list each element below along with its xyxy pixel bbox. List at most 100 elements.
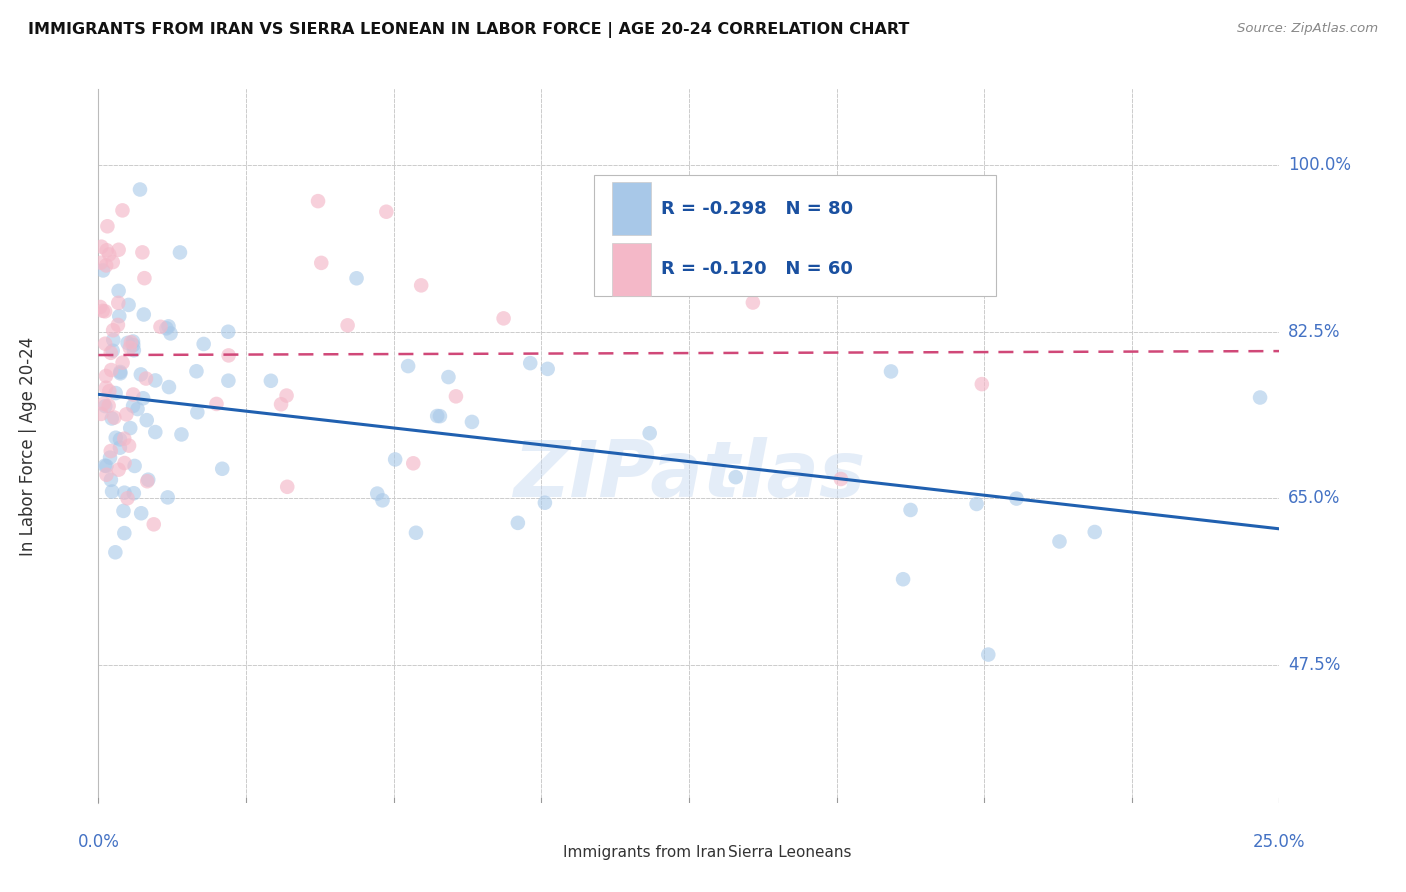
Point [104, 431, 127, 445]
Point [900, 503, 922, 517]
Point [132, 308, 155, 322]
Point [97, 399, 120, 413]
Point [96, 458, 118, 473]
Point [405, 525, 427, 540]
Point [103, 333, 125, 347]
Text: 25.0%: 25.0% [1253, 833, 1306, 851]
Text: IMMIGRANTS FROM IRAN VS SIERRA LEONEAN IN LABOR FORCE | AGE 20-24 CORRELATION CH: IMMIGRANTS FROM IRAN VS SIERRA LEONEAN I… [28, 22, 910, 38]
Point [127, 402, 149, 417]
Point [156, 491, 179, 505]
Point [90, 407, 112, 421]
Point [129, 182, 152, 196]
Point [90, 240, 112, 254]
Point [1005, 491, 1028, 506]
Point [94, 304, 117, 318]
Point [437, 370, 460, 384]
FancyBboxPatch shape [612, 182, 651, 235]
Point [519, 356, 541, 370]
Text: 100.0%: 100.0% [1288, 156, 1351, 174]
Text: 47.5%: 47.5% [1288, 656, 1340, 673]
Point [336, 318, 359, 333]
Point [741, 295, 763, 310]
Point [970, 377, 993, 392]
Point [142, 517, 165, 532]
Point [193, 337, 215, 351]
Point [110, 367, 132, 381]
Point [143, 425, 166, 439]
Text: In Labor Force | Age 20-24: In Labor Force | Age 20-24 [18, 336, 37, 556]
Point [100, 411, 122, 425]
Text: 0.0%: 0.0% [77, 833, 120, 851]
Point [101, 255, 124, 269]
Point [276, 480, 298, 494]
Point [260, 374, 283, 388]
Point [100, 363, 122, 377]
Point [136, 473, 159, 487]
Point [159, 326, 181, 341]
Point [270, 397, 292, 411]
Point [186, 405, 208, 419]
Point [186, 364, 208, 378]
Point [124, 458, 146, 473]
Point [104, 386, 127, 401]
Point [122, 343, 145, 358]
Point [100, 473, 122, 487]
Point [366, 486, 388, 500]
Point [122, 334, 145, 349]
Text: ZIPatlas: ZIPatlas [513, 436, 865, 513]
Point [91, 303, 114, 318]
Point [132, 391, 155, 405]
Point [117, 491, 139, 506]
Point [96, 219, 118, 234]
Point [103, 410, 125, 425]
Point [98, 247, 121, 261]
Point [402, 456, 425, 470]
Point [384, 452, 406, 467]
Point [101, 323, 124, 337]
Point [122, 486, 145, 500]
FancyBboxPatch shape [523, 838, 553, 867]
Point [111, 203, 134, 218]
Point [506, 516, 529, 530]
Point [120, 335, 142, 350]
Point [111, 356, 134, 370]
Point [90, 256, 112, 270]
Point [114, 456, 136, 470]
Point [112, 504, 135, 518]
Point [120, 421, 142, 435]
Point [155, 321, 177, 335]
Point [94, 336, 117, 351]
Point [1084, 524, 1107, 539]
Point [977, 648, 1000, 662]
Point [211, 462, 233, 476]
Point [492, 311, 515, 326]
Point [114, 485, 136, 500]
Point [118, 439, 141, 453]
Point [108, 309, 131, 323]
Point [100, 444, 122, 458]
Point [98, 450, 121, 465]
Point [107, 243, 129, 257]
Point [307, 194, 329, 208]
Point [134, 271, 156, 285]
Text: R = -0.120   N = 60: R = -0.120 N = 60 [661, 260, 852, 278]
Point [276, 388, 298, 402]
Point [157, 380, 180, 394]
Point [977, 275, 1000, 289]
Point [537, 362, 560, 376]
Point [108, 433, 131, 447]
Point [135, 413, 157, 427]
Text: Sierra Leoneans: Sierra Leoneans [728, 846, 852, 860]
Point [131, 245, 153, 260]
Point [309, 256, 332, 270]
Text: R = -0.298   N = 80: R = -0.298 N = 80 [661, 200, 852, 218]
Point [112, 526, 135, 541]
Point [94, 381, 117, 395]
Point [117, 335, 139, 350]
Point [444, 389, 467, 403]
Point [429, 409, 451, 424]
Point [100, 346, 122, 360]
Point [1249, 391, 1271, 405]
Point [122, 387, 145, 401]
Point [94, 399, 117, 413]
